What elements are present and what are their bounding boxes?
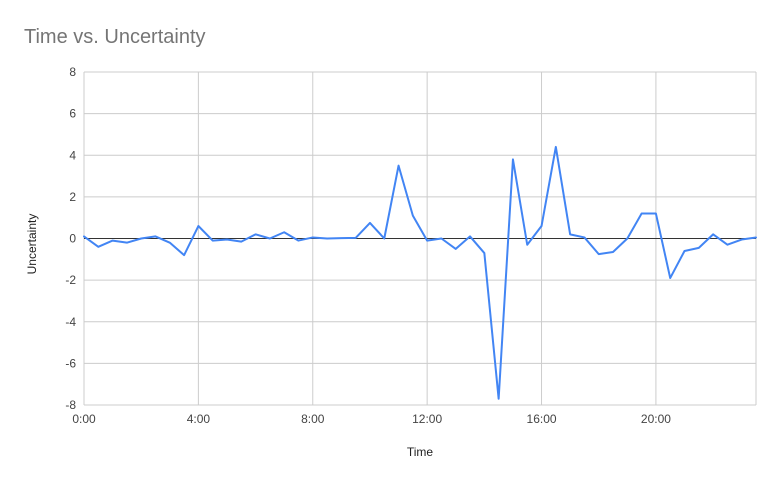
y-tick-label: -6 — [65, 356, 76, 370]
y-tick-label: 0 — [69, 232, 76, 246]
y-tick-label: 8 — [69, 65, 76, 79]
x-tick-label: 12:00 — [412, 412, 442, 426]
x-tick-label: 0:00 — [72, 412, 96, 426]
x-axis-label: Time — [407, 445, 434, 459]
x-tick-label: 16:00 — [527, 412, 557, 426]
x-tick-label: 8:00 — [301, 412, 325, 426]
y-tick-label: -2 — [65, 273, 76, 287]
y-tick-label: 4 — [69, 148, 76, 162]
x-tick-label: 4:00 — [187, 412, 211, 426]
x-tick-label: 20:00 — [641, 412, 671, 426]
series-group — [83, 145, 757, 400]
chart-title: Time vs. Uncertainty — [24, 26, 206, 48]
x-axis-ticks: 0:00 4:00 8:00 12:00 16:00 20:00 — [72, 412, 671, 426]
series-line-uncertainty — [83, 145, 757, 400]
y-tick-label: 6 — [69, 107, 76, 121]
y-tick-label: -4 — [65, 315, 76, 329]
y-axis-ticks: 8 6 4 2 0 -2 -4 -6 -8 — [65, 65, 76, 412]
y-axis-label: Uncertainty — [25, 214, 39, 275]
y-tick-label: 2 — [69, 190, 76, 204]
y-tick-label: -8 — [65, 398, 76, 412]
